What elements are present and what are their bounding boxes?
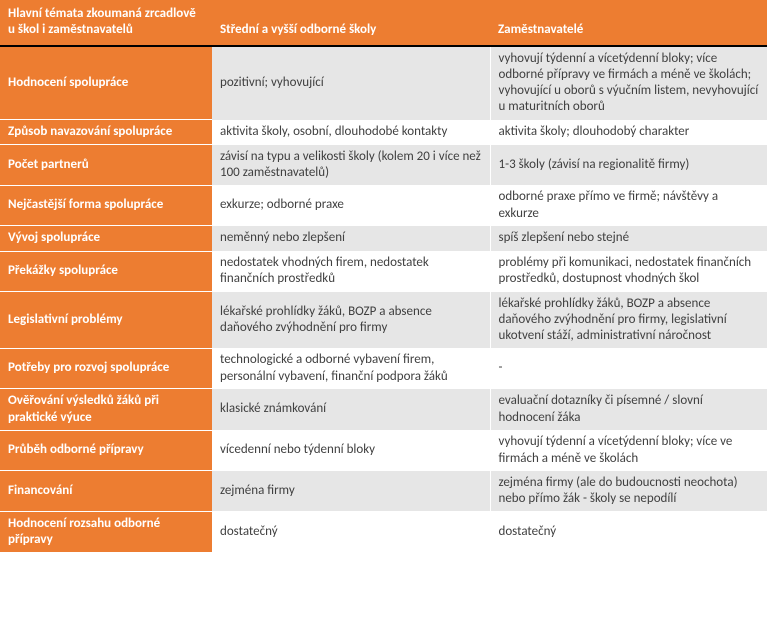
table-row: Překážky spoluprácenedostatek vhodných f…	[0, 251, 767, 292]
cell-employers: vyhovují týdenní a vícetýdenní bloky; ví…	[490, 46, 767, 120]
cell-employers: 1-3 školy (závisí na regionalitě firmy)	[490, 145, 767, 186]
row-label: Vývoj spolupráce	[0, 226, 212, 251]
table-row: Průběh odborné přípravyvícedenní nebo tý…	[0, 430, 767, 471]
comparison-table: Hlavní témata zkoumaná zrcadlově u škol …	[0, 0, 767, 553]
cell-employers: zejména firmy (ale do budoucnosti neocho…	[490, 471, 767, 512]
row-label: Hodnocení rozsahu odborné přípravy	[0, 511, 212, 553]
row-label: Průběh odborné přípravy	[0, 430, 212, 471]
cell-employers: lékařské prohlídky žáků, BOZP a absence …	[490, 292, 767, 349]
cell-schools: aktivita školy, osobní, dlouhodobé konta…	[212, 120, 490, 145]
row-label: Financování	[0, 471, 212, 512]
cell-schools: vícedenní nebo týdenní bloky	[212, 430, 490, 471]
cell-schools: exkurze; odborné praxe	[212, 185, 490, 226]
table-row: Hodnocení spoluprácepozitivní; vyhovujíc…	[0, 46, 767, 120]
row-label: Hodnocení spolupráce	[0, 46, 212, 120]
col-header-topics: Hlavní témata zkoumaná zrcadlově u škol …	[0, 0, 212, 46]
table-row: Vývoj spolupráceneměnný nebo zlepšeníspí…	[0, 226, 767, 251]
table-row: Počet partnerůzávisí na typu a velikosti…	[0, 145, 767, 186]
cell-employers: aktivita školy; dlouhodobý charakter	[490, 120, 767, 145]
row-label: Legislativní problémy	[0, 292, 212, 349]
row-label: Počet partnerů	[0, 145, 212, 186]
cell-employers: spíš zlepšení nebo stejné	[490, 226, 767, 251]
cell-employers: -	[490, 348, 767, 389]
cell-employers: dostatečný	[490, 511, 767, 553]
row-label: Způsob navazování spolupráce	[0, 120, 212, 145]
table-header-row: Hlavní témata zkoumaná zrcadlově u škol …	[0, 0, 767, 46]
cell-schools: technologické a odborné vybavení firem, …	[212, 348, 490, 389]
cell-schools: pozitivní; vyhovující	[212, 46, 490, 120]
table-row: Hodnocení rozsahu odborné přípravydostat…	[0, 511, 767, 553]
table-row: Financovánízejména firmyzejména firmy (a…	[0, 471, 767, 512]
cell-employers: odborné praxe přímo ve firmě; návštěvy a…	[490, 185, 767, 226]
row-label: Nejčastější forma spolupráce	[0, 185, 212, 226]
cell-schools: lékařské prohlídky žáků, BOZP a absence …	[212, 292, 490, 349]
table-row: Nejčastější forma spolupráceexkurze; odb…	[0, 185, 767, 226]
cell-schools: závisí na typu a velikosti školy (kolem …	[212, 145, 490, 186]
table-row: Ověřování výsledků žáků při praktické vý…	[0, 389, 767, 431]
col-header-schools: Střední a vyšší odborné školy	[212, 0, 490, 46]
table-row: Potřeby pro rozvoj spoluprácetechnologic…	[0, 348, 767, 389]
cell-schools: nedostatek vhodných firem, nedostatek fi…	[212, 251, 490, 292]
cell-employers: problémy při komunikaci, nedostatek fina…	[490, 251, 767, 292]
col-header-employers: Zaměstnavatelé	[490, 0, 767, 46]
table-row: Způsob navazování spolupráceaktivita ško…	[0, 120, 767, 145]
row-label: Potřeby pro rozvoj spolupráce	[0, 348, 212, 389]
cell-employers: evaluační dotazníky či písemné / slovní …	[490, 389, 767, 431]
row-label: Ověřování výsledků žáků při praktické vý…	[0, 389, 212, 431]
cell-schools: klasické známkování	[212, 389, 490, 431]
cell-employers: vyhovují týdenní a vícetýdenní bloky; ví…	[490, 430, 767, 471]
row-label: Překážky spolupráce	[0, 251, 212, 292]
cell-schools: neměnný nebo zlepšení	[212, 226, 490, 251]
cell-schools: dostatečný	[212, 511, 490, 553]
table-row: Legislativní problémylékařské prohlídky …	[0, 292, 767, 349]
cell-schools: zejména firmy	[212, 471, 490, 512]
